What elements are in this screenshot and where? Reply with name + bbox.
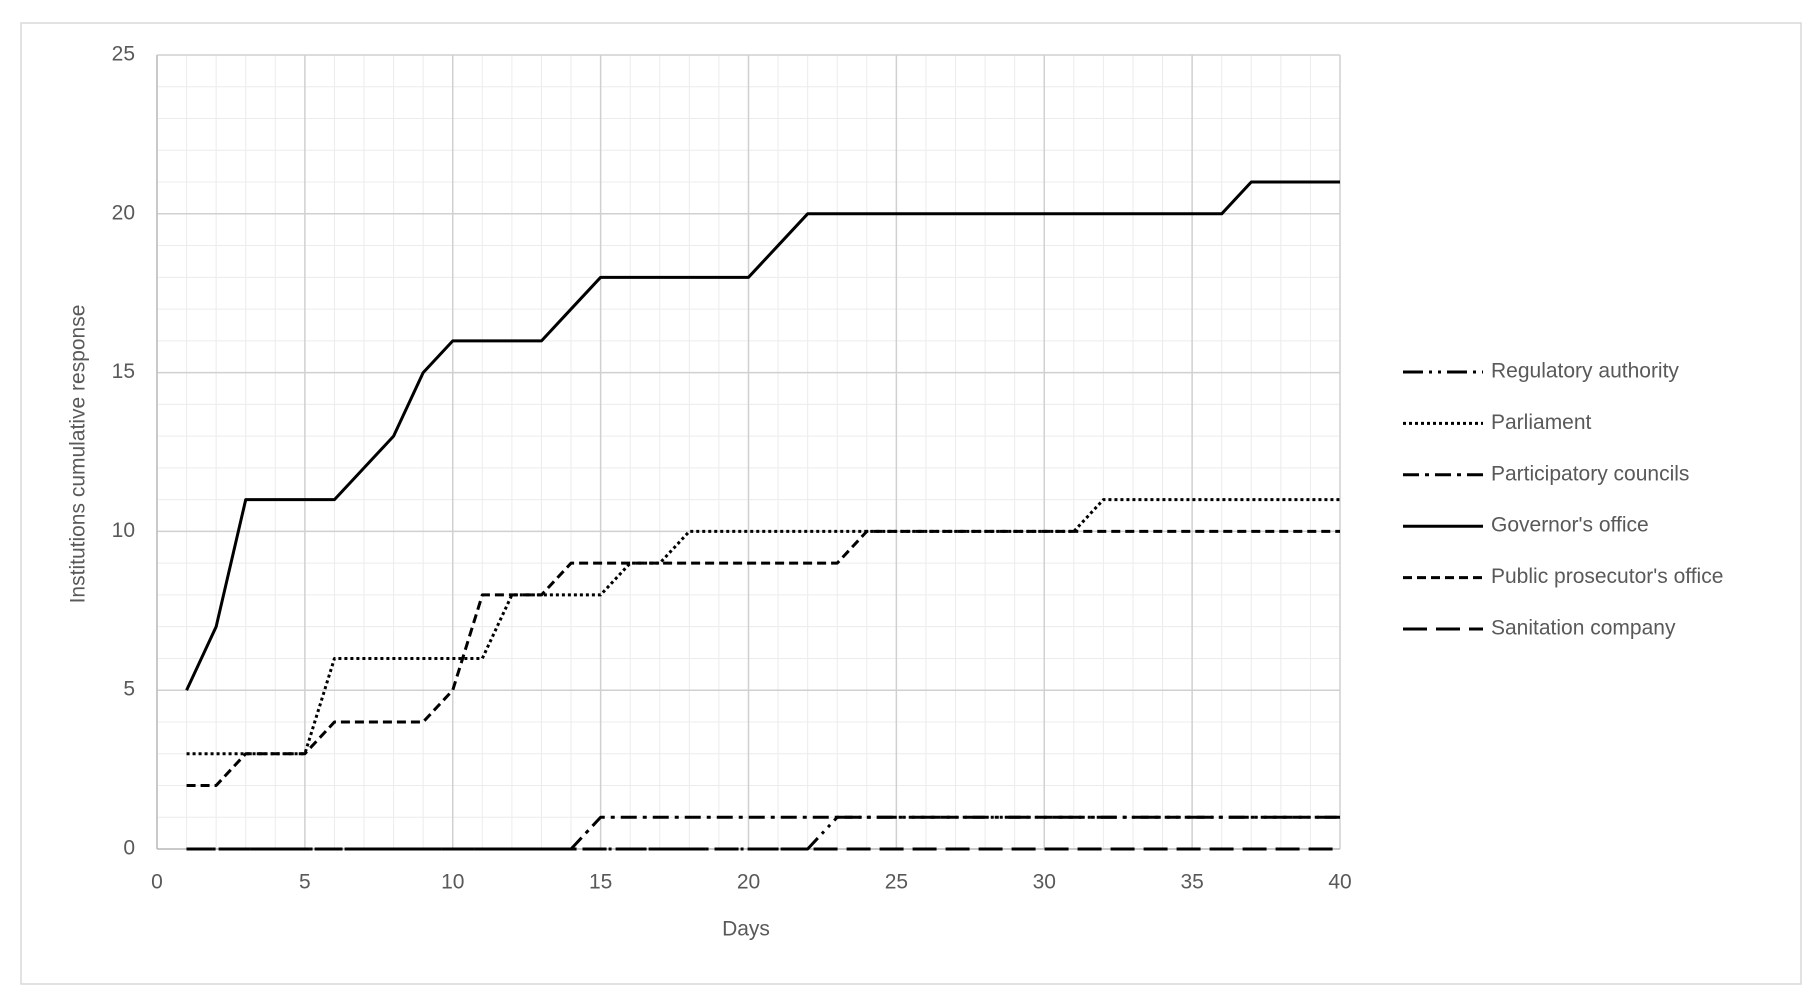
series-line (186, 815, 1340, 851)
x-tick-label: 20 (737, 871, 760, 894)
y-axis-title: Institutions cumulative response (67, 305, 90, 604)
x-axis-title: Days (722, 918, 770, 941)
legend-label: Participatory councils (1491, 462, 1689, 485)
series-line (185, 180, 1340, 691)
y-tick-label: 15 (112, 360, 135, 383)
series-line (186, 529, 1340, 787)
x-tick-label: 15 (589, 871, 612, 894)
legend-label: Public prosecutor's office (1491, 565, 1723, 588)
x-tick-label: 5 (299, 871, 311, 894)
legend-label: Regulatory authority (1491, 360, 1679, 383)
series-line (186, 498, 1340, 756)
x-tick-label: 10 (441, 871, 464, 894)
y-tick-label: 25 (112, 43, 135, 66)
chart-border (20, 22, 1802, 985)
x-tick-label: 25 (885, 871, 908, 894)
legend-label: Parliament (1491, 411, 1592, 434)
y-tick-label: 0 (123, 837, 135, 860)
y-tick-label: 10 (112, 519, 135, 542)
x-tick-label: 0 (151, 871, 163, 894)
y-tick-label: 5 (123, 678, 135, 701)
legend-label: Governor's office (1491, 514, 1649, 537)
x-tick-label: 35 (1180, 871, 1203, 894)
x-tick-label: 30 (1033, 871, 1056, 894)
legend-label: Sanitation company (1491, 617, 1676, 640)
x-tick-label: 40 (1328, 871, 1351, 894)
y-tick-label: 20 (112, 201, 135, 224)
